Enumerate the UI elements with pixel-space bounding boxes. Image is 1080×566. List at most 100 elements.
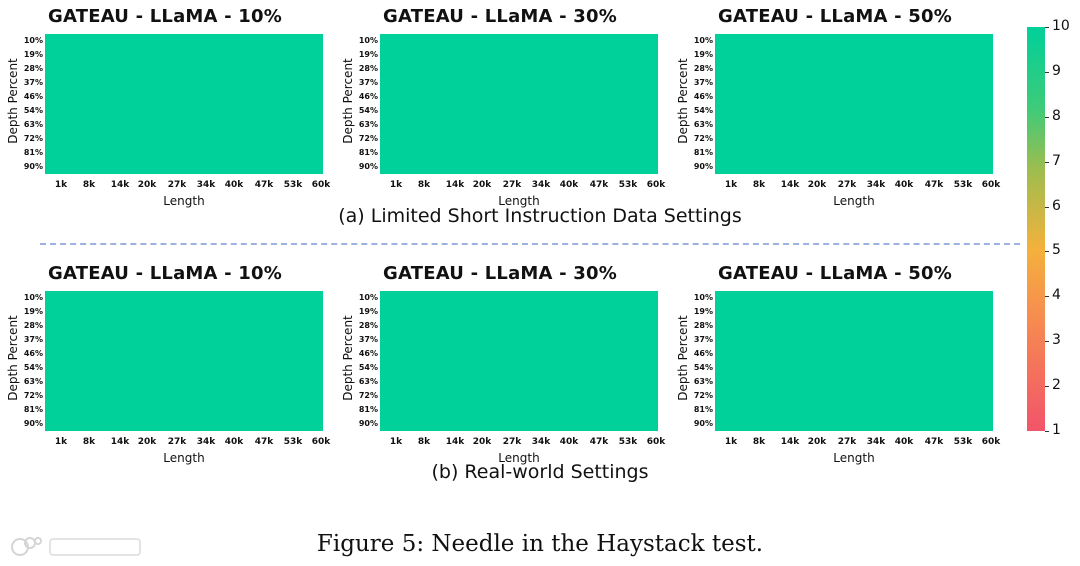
y-tick-label: 54% — [693, 106, 713, 115]
y-tick-label: 46% — [23, 92, 43, 101]
y-tick-label: 90% — [358, 162, 378, 171]
heatmap-area — [380, 34, 658, 174]
x-tick-label: 8k — [417, 437, 431, 447]
x-tick-label: 27k — [502, 180, 522, 190]
x-tick-label: 40k — [894, 437, 914, 447]
x-axis-label: Length — [498, 451, 540, 465]
y-tick-label: 10% — [358, 293, 378, 302]
x-tick-label: 8k — [752, 437, 766, 447]
heatmap-area — [715, 291, 993, 431]
y-tick-label: 81% — [358, 405, 378, 414]
x-tick-label: 14k — [110, 437, 130, 447]
x-tick-label: 34k — [196, 437, 216, 447]
y-tick-label: 63% — [23, 120, 43, 129]
y-axis-label: Depth Percent — [6, 58, 20, 144]
y-tick-label: 19% — [693, 307, 713, 316]
x-tick-label: 1k — [54, 437, 68, 447]
y-tick-label: 63% — [23, 377, 43, 386]
colorbar-tick-mark — [1045, 251, 1049, 253]
y-tick-label: 46% — [693, 92, 713, 101]
y-axis-label: Depth Percent — [341, 58, 355, 144]
y-tick-label: 90% — [693, 162, 713, 171]
x-tick-label: 14k — [780, 180, 800, 190]
y-tick-label: 81% — [693, 148, 713, 157]
panel-b2: GATEAU - LLaMA - 30% 10% 19% 28% 37% 46% 54% 63… — [340, 263, 665, 465]
x-tick-label: 40k — [224, 437, 244, 447]
watermark-logo — [11, 537, 141, 556]
colorbar-tick-mark — [1045, 341, 1049, 343]
x-tick-label: 47k — [254, 437, 274, 447]
x-tick-label: 40k — [559, 180, 579, 190]
x-tick-label: 34k — [866, 437, 886, 447]
x-tick-label: 14k — [780, 437, 800, 447]
x-axis-label: Length — [833, 194, 875, 208]
y-tick-label: 63% — [358, 377, 378, 386]
colorbar-tick-mark — [1045, 116, 1049, 118]
x-tick-label: 1k — [389, 437, 403, 447]
y-axis-label: Depth Percent — [676, 58, 690, 144]
y-tick-label: 72% — [358, 391, 378, 400]
y-tick-label: 28% — [358, 321, 378, 330]
x-tick-label: 53k — [953, 180, 973, 190]
heatmap-area — [45, 291, 323, 431]
x-tick-label: 60k — [311, 180, 331, 190]
x-axis-label: Length — [498, 194, 540, 208]
colorbar-tick-mark — [1045, 27, 1049, 28]
caption-a: (a) Limited Short Instruction Data Setti… — [338, 205, 742, 227]
y-tick-label: 72% — [693, 134, 713, 143]
colorbar-tick-mark — [1045, 386, 1049, 388]
y-tick-label: 37% — [693, 335, 713, 344]
x-tick-label: 8k — [752, 180, 766, 190]
panel-title: GATEAU - LLaMA - 30% — [383, 263, 617, 284]
x-tick-label: 40k — [559, 437, 579, 447]
y-tick-label: 72% — [23, 134, 43, 143]
x-tick-label: 8k — [82, 180, 96, 190]
heatmap-area — [715, 34, 993, 174]
y-tick-label: 81% — [693, 405, 713, 414]
colorbar-tick-label: 2 — [1052, 377, 1061, 394]
y-tick-label: 81% — [23, 148, 43, 157]
y-tick-label: 54% — [358, 363, 378, 372]
x-axis-label: Length — [163, 451, 205, 465]
x-tick-label: 60k — [311, 437, 331, 447]
colorbar-tick-mark — [1045, 431, 1049, 432]
y-tick-label: 46% — [358, 92, 378, 101]
panel-title: GATEAU - LLaMA - 50% — [718, 263, 952, 284]
x-tick-label: 1k — [724, 180, 738, 190]
figure-caption: Figure 5: Needle in the Haystack test. — [316, 531, 764, 557]
x-tick-label: 53k — [283, 180, 303, 190]
colorbar-tick-mark — [1045, 161, 1049, 163]
y-tick-label: 81% — [23, 405, 43, 414]
colorbar-tick-mark — [1045, 206, 1049, 208]
y-tick-label: 19% — [23, 50, 43, 59]
panel-title: GATEAU - LLaMA - 10% — [48, 263, 282, 284]
y-axis-label: Depth Percent — [6, 315, 20, 401]
colorbar-tick-label: 4 — [1052, 287, 1061, 304]
x-tick-label: 60k — [981, 437, 1001, 447]
colorbar-tick-label: 6 — [1052, 197, 1061, 214]
x-tick-label: 47k — [589, 437, 609, 447]
panel-title: GATEAU - LLaMA - 30% — [383, 6, 617, 27]
caption-b: (b) Real-world Settings — [431, 461, 649, 483]
y-tick-label: 10% — [23, 293, 43, 302]
y-tick-label: 46% — [23, 349, 43, 358]
x-tick-label: 34k — [531, 437, 551, 447]
panel-a1: GATEAU - LLaMA - 10% 10% 19% 28% 37% 46% 54% 63… — [5, 6, 330, 208]
colorbar-tick-label: 5 — [1052, 242, 1061, 259]
x-tick-label: 20k — [807, 180, 827, 190]
y-tick-label: 54% — [693, 363, 713, 372]
y-tick-label: 90% — [23, 162, 43, 171]
x-tick-label: 34k — [531, 180, 551, 190]
x-axis-label: Length — [163, 194, 205, 208]
y-tick-label: 37% — [23, 78, 43, 87]
x-tick-label: 53k — [953, 437, 973, 447]
x-tick-label: 27k — [167, 437, 187, 447]
x-tick-label: 34k — [196, 180, 216, 190]
y-tick-label: 72% — [693, 391, 713, 400]
x-tick-label: 53k — [283, 437, 303, 447]
x-axis-label: Length — [833, 451, 875, 465]
y-tick-label: 37% — [693, 78, 713, 87]
x-tick-label: 8k — [82, 437, 96, 447]
heatmap-area — [45, 34, 323, 174]
x-tick-label: 53k — [618, 437, 638, 447]
